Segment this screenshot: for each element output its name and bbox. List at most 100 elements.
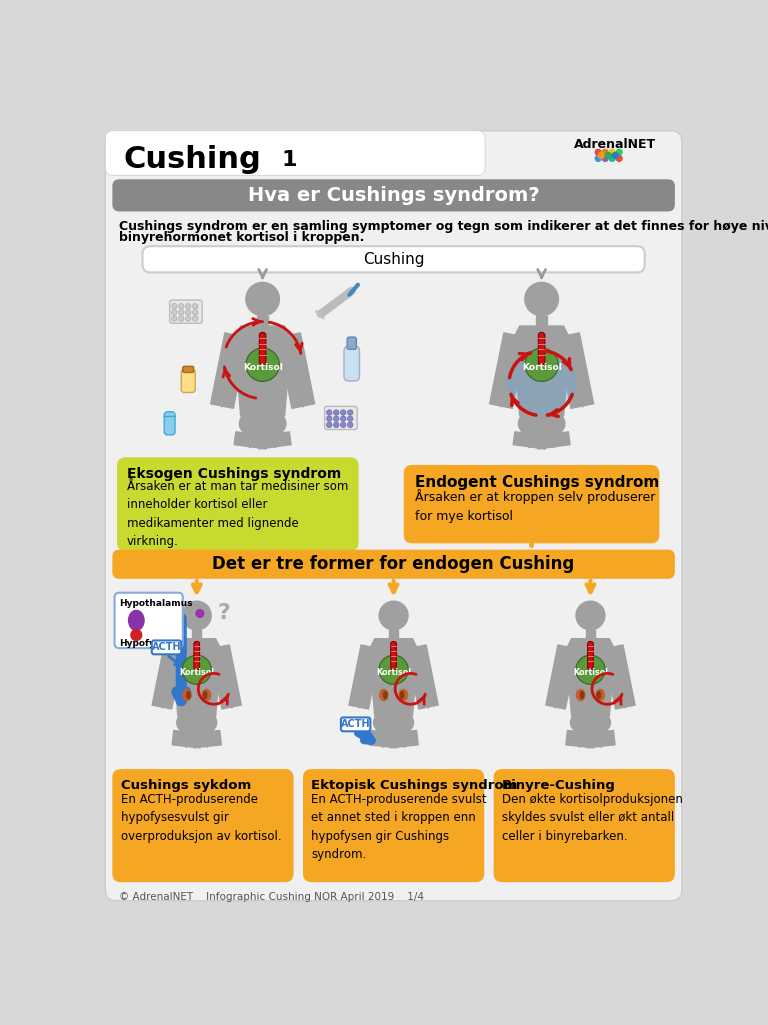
Circle shape	[525, 283, 558, 316]
Circle shape	[616, 156, 622, 161]
FancyArrowPatch shape	[604, 645, 635, 709]
Circle shape	[171, 316, 177, 321]
Circle shape	[186, 310, 191, 315]
Circle shape	[605, 153, 611, 158]
FancyArrowPatch shape	[152, 645, 184, 709]
Text: Endogent Cushings syndrom: Endogent Cushings syndrom	[415, 475, 660, 490]
Bar	[389, 630, 398, 639]
Circle shape	[612, 153, 618, 158]
Text: Ektopisk Cushings syndrom: Ektopisk Cushings syndrom	[312, 779, 518, 792]
FancyBboxPatch shape	[588, 642, 594, 669]
Ellipse shape	[507, 353, 577, 414]
Circle shape	[379, 655, 409, 685]
Ellipse shape	[577, 690, 585, 700]
Circle shape	[379, 602, 408, 630]
FancyBboxPatch shape	[105, 131, 682, 901]
FancyArrowPatch shape	[369, 731, 399, 748]
Circle shape	[347, 410, 353, 415]
Ellipse shape	[373, 709, 414, 736]
FancyBboxPatch shape	[391, 642, 396, 669]
Text: En ACTH-produserende svulst
et annet sted i kroppen enn
hypofysen gir Cushings
s: En ACTH-produserende svulst et annet ste…	[312, 793, 487, 861]
Circle shape	[525, 348, 558, 381]
FancyArrowPatch shape	[234, 432, 268, 449]
Text: Kortisol: Kortisol	[521, 363, 561, 372]
Text: Binyre-Cushing: Binyre-Cushing	[502, 779, 616, 792]
Text: ACTH: ACTH	[152, 643, 181, 652]
Text: Hypofyse: Hypofyse	[119, 639, 167, 648]
Bar	[586, 630, 595, 639]
Text: Eksogen Cushings syndrom: Eksogen Cushings syndrom	[127, 467, 341, 481]
FancyArrowPatch shape	[557, 333, 594, 408]
Text: Det er tre former for endogen Cushing: Det er tre former for endogen Cushing	[213, 556, 574, 573]
FancyArrowPatch shape	[257, 432, 291, 449]
Circle shape	[246, 283, 280, 316]
Polygon shape	[566, 639, 615, 715]
Circle shape	[196, 610, 204, 617]
Circle shape	[193, 303, 198, 309]
Text: Årsaken er at kroppen selv produserer
for mye kortisol: Årsaken er at kroppen selv produserer fo…	[415, 489, 656, 523]
Circle shape	[193, 316, 198, 321]
Text: Cushings sykdom: Cushings sykdom	[121, 779, 251, 792]
Ellipse shape	[379, 690, 388, 700]
FancyBboxPatch shape	[113, 180, 674, 211]
Circle shape	[178, 316, 184, 321]
FancyArrowPatch shape	[586, 731, 615, 748]
Text: Årsaken er at man tar medisiner som
inneholder kortisol eller
medikamenter med l: Årsaken er at man tar medisiner som inne…	[127, 480, 349, 548]
Circle shape	[171, 303, 177, 309]
Ellipse shape	[518, 408, 565, 439]
Circle shape	[595, 156, 601, 161]
Ellipse shape	[240, 408, 286, 439]
Circle shape	[340, 410, 346, 415]
Circle shape	[347, 422, 353, 427]
Text: En ACTH-produserende
hypofysesvulst gir
overproduksjon av kortisol.: En ACTH-produserende hypofysesvulst gir …	[121, 793, 281, 843]
Circle shape	[333, 416, 339, 421]
Text: binyrehormonet kortisol i kroppen.: binyrehormonet kortisol i kroppen.	[119, 231, 365, 244]
Circle shape	[340, 416, 346, 421]
Circle shape	[246, 348, 280, 381]
FancyBboxPatch shape	[183, 366, 194, 372]
Ellipse shape	[204, 692, 207, 698]
FancyBboxPatch shape	[303, 770, 484, 882]
Text: Kortisol: Kortisol	[376, 667, 411, 676]
FancyArrowPatch shape	[566, 731, 595, 748]
Ellipse shape	[177, 709, 217, 736]
Text: Cushings syndrom er en samling symptomer og tegn som indikerer at det finnes for: Cushings syndrom er en samling symptomer…	[119, 218, 768, 233]
FancyBboxPatch shape	[260, 332, 266, 365]
Ellipse shape	[596, 690, 604, 700]
FancyBboxPatch shape	[347, 337, 356, 350]
FancyArrowPatch shape	[210, 645, 241, 709]
Circle shape	[602, 156, 608, 161]
Circle shape	[595, 150, 601, 155]
Circle shape	[609, 156, 615, 161]
Text: ?: ?	[217, 604, 230, 623]
Circle shape	[131, 629, 142, 641]
Bar	[192, 630, 201, 639]
FancyBboxPatch shape	[114, 592, 183, 648]
Ellipse shape	[183, 690, 191, 700]
Circle shape	[347, 416, 353, 421]
Circle shape	[193, 310, 198, 315]
FancyArrowPatch shape	[210, 333, 247, 408]
Circle shape	[326, 422, 332, 427]
Circle shape	[186, 303, 191, 309]
FancyArrowPatch shape	[389, 731, 419, 748]
Polygon shape	[513, 326, 570, 416]
FancyBboxPatch shape	[164, 412, 175, 435]
FancyBboxPatch shape	[170, 300, 202, 323]
Text: AdrenalNET: AdrenalNET	[574, 138, 657, 151]
Ellipse shape	[128, 611, 144, 630]
FancyBboxPatch shape	[344, 346, 359, 381]
FancyBboxPatch shape	[325, 406, 357, 429]
Circle shape	[602, 150, 608, 155]
Ellipse shape	[399, 690, 408, 700]
Circle shape	[182, 655, 211, 685]
FancyArrowPatch shape	[406, 645, 439, 709]
FancyArrowPatch shape	[536, 432, 570, 449]
Ellipse shape	[571, 709, 611, 736]
Text: 1: 1	[282, 150, 297, 170]
FancyBboxPatch shape	[113, 550, 674, 578]
Circle shape	[340, 422, 346, 427]
FancyBboxPatch shape	[105, 131, 485, 175]
Text: © AdrenalNET    Infographic Cushing NOR April 2019    1/4: © AdrenalNET Infographic Cushing NOR Apr…	[119, 892, 424, 902]
Polygon shape	[234, 326, 291, 416]
